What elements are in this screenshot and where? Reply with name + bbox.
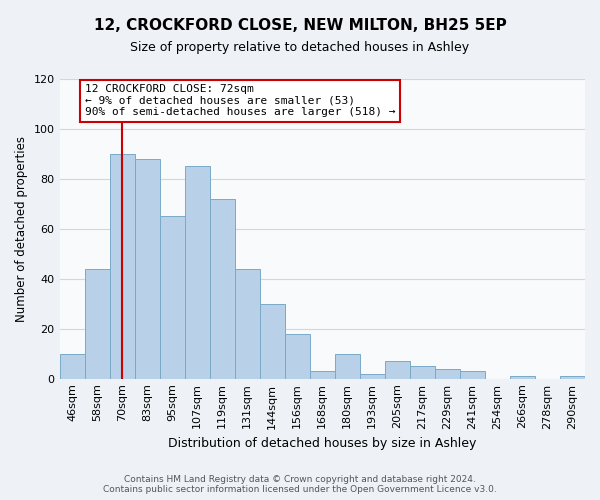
X-axis label: Distribution of detached houses by size in Ashley: Distribution of detached houses by size … [168,437,476,450]
Bar [410,366,435,378]
Y-axis label: Number of detached properties: Number of detached properties [15,136,28,322]
Bar [110,154,134,378]
Bar [235,269,260,378]
Bar [335,354,360,378]
Text: Size of property relative to detached houses in Ashley: Size of property relative to detached ho… [130,41,470,54]
Bar [360,374,385,378]
Text: 12 CROCKFORD CLOSE: 72sqm
← 9% of detached houses are smaller (53)
90% of semi-d: 12 CROCKFORD CLOSE: 72sqm ← 9% of detach… [85,84,395,117]
Bar [385,361,410,378]
Bar [209,199,235,378]
Bar [560,376,585,378]
Text: Contains public sector information licensed under the Open Government Licence v3: Contains public sector information licen… [103,485,497,494]
Bar [510,376,535,378]
Bar [460,371,485,378]
Text: Contains HM Land Registry data © Crown copyright and database right 2024.: Contains HM Land Registry data © Crown c… [124,474,476,484]
Bar [185,166,209,378]
Bar [134,159,160,378]
Text: 12, CROCKFORD CLOSE, NEW MILTON, BH25 5EP: 12, CROCKFORD CLOSE, NEW MILTON, BH25 5E… [94,18,506,32]
Bar [310,371,335,378]
Bar [285,334,310,378]
Bar [85,269,110,378]
Bar [435,368,460,378]
Bar [59,354,85,378]
Bar [160,216,185,378]
Bar [260,304,285,378]
